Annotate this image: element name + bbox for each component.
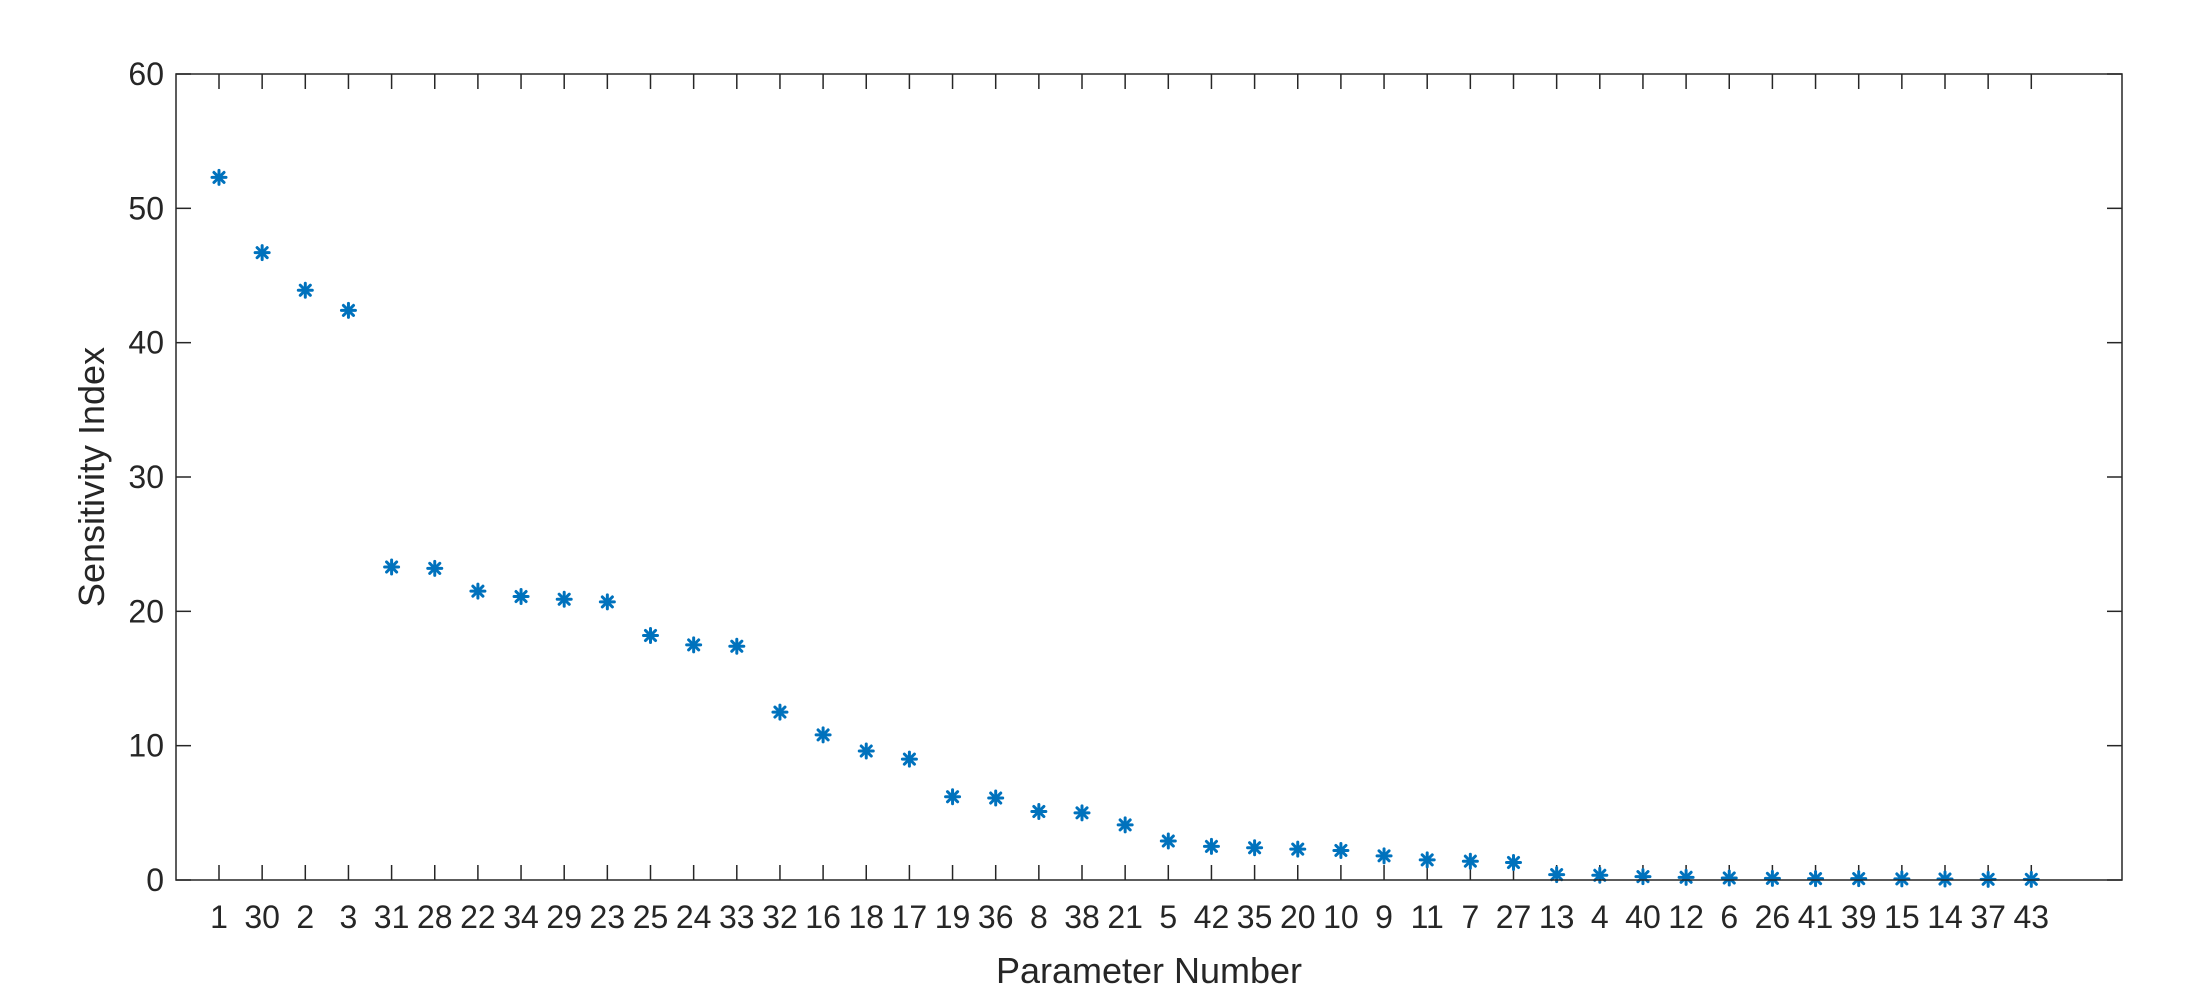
x-tick-label: 31: [374, 899, 410, 935]
x-tick-label: 12: [1668, 899, 1704, 935]
data-point: [1505, 854, 1522, 872]
data-point: [253, 244, 271, 262]
x-tick-label: 43: [2014, 899, 2050, 935]
data-point: [771, 703, 789, 721]
data-point: [1591, 866, 1609, 884]
x-tick-label: 10: [1323, 899, 1359, 935]
data-point: [1202, 837, 1220, 855]
data-point: [987, 789, 1005, 807]
x-tick-label: 17: [892, 899, 928, 935]
x-tick-label: 6: [1720, 899, 1738, 935]
data-point: [814, 726, 832, 744]
x-tick-label: 25: [633, 899, 669, 935]
y-tick-label: 10: [128, 728, 164, 764]
data-point: [426, 559, 444, 577]
x-tick-label: 32: [762, 899, 798, 935]
x-tick-label: 37: [1970, 899, 2006, 935]
data-point: [642, 627, 659, 645]
x-tick-label: 19: [935, 899, 971, 935]
x-tick-label: 14: [1927, 899, 1963, 935]
data-point: [1936, 870, 1954, 888]
x-tick-label: 26: [1755, 899, 1791, 935]
x-tick-label: 34: [503, 899, 539, 935]
data-point: [210, 168, 228, 186]
data-point: [1030, 802, 1048, 820]
y-tick-label: 50: [128, 190, 164, 226]
x-tick-label: 24: [676, 899, 712, 935]
x-tick-label: 36: [978, 899, 1014, 935]
y-axis-title: Sensitivity Index: [71, 347, 112, 607]
data-point: [1289, 840, 1307, 858]
x-tick-label: 4: [1591, 899, 1609, 935]
x-tick-label: 41: [1798, 899, 1834, 935]
data-point: [1159, 832, 1177, 850]
x-tick-label: 20: [1280, 899, 1316, 935]
x-tick-label: 39: [1841, 899, 1877, 935]
data-point: [685, 636, 703, 654]
data-point: [1246, 839, 1264, 857]
data-point: [1850, 870, 1868, 888]
data-point: [598, 593, 616, 611]
x-tick-label: 22: [460, 899, 496, 935]
x-tick-labels: 1 30 2 3 31 28 22 34 29 23 25 24 33 32 16 18 17 19 36 8 38 21…: [210, 899, 2049, 935]
plot-frame: [175, 73, 2123, 881]
x-tick-label: 23: [590, 899, 626, 935]
x-tick-label: 33: [719, 899, 755, 935]
x-tick-label: 13: [1539, 899, 1575, 935]
data-point: [296, 281, 314, 299]
x-tick-label: 27: [1496, 899, 1532, 935]
x-tick-label: 8: [1030, 899, 1048, 935]
x-tick-label: 42: [1194, 899, 1230, 935]
data-point: [1763, 869, 1781, 887]
x-tick-label: 38: [1064, 899, 1100, 935]
x-tick-label: 15: [1884, 899, 1920, 935]
data-point: [1461, 852, 1479, 870]
data-point: [1893, 870, 1911, 888]
x-tick-label: 3: [340, 899, 358, 935]
data-point: [339, 301, 357, 319]
data-point: [1677, 868, 1695, 886]
y-tick-label: 20: [128, 593, 164, 629]
data-point: [512, 588, 530, 606]
x-tick-label: 1: [210, 899, 228, 935]
y-tick-label: 60: [128, 56, 164, 92]
data-point: [1375, 847, 1393, 865]
data-point: [555, 590, 573, 608]
y-tick-label: 0: [146, 862, 164, 898]
x-axis-title: Parameter Number: [996, 950, 1302, 988]
data-point: [1418, 851, 1436, 869]
data-point: [857, 742, 875, 760]
data-point: [1073, 804, 1091, 822]
x-tick-label: 9: [1375, 899, 1393, 935]
x-tick-label: 35: [1237, 899, 1273, 935]
data-point: [1634, 868, 1652, 886]
data-point: [900, 750, 918, 768]
x-tick-label: 5: [1159, 899, 1177, 935]
y-tick-labels: 0 10 20 30 40 50 60: [128, 56, 164, 898]
data-point: [1807, 870, 1825, 888]
data-point: [1720, 869, 1738, 887]
x-tick-label: 11: [1411, 899, 1444, 935]
data-point: [1116, 816, 1134, 834]
x-tick-label: 18: [848, 899, 884, 935]
data-point: [383, 558, 401, 576]
data-markers: [210, 168, 2040, 888]
x-tick-label: 28: [417, 899, 453, 935]
x-tick-label: 16: [805, 899, 841, 935]
x-tick-label: 7: [1461, 899, 1479, 935]
data-point: [728, 637, 746, 655]
y-tick-label: 40: [128, 325, 164, 361]
x-tick-label: 40: [1625, 899, 1661, 935]
data-point: [944, 788, 962, 806]
data-point: [469, 582, 487, 600]
y-tick-label: 30: [128, 459, 164, 495]
x-tick-label: 21: [1107, 899, 1143, 935]
x-tick-label: 29: [546, 899, 582, 935]
x-tick-label: 2: [296, 899, 314, 935]
x-tick-label: 30: [244, 899, 280, 935]
data-point: [1332, 841, 1350, 859]
